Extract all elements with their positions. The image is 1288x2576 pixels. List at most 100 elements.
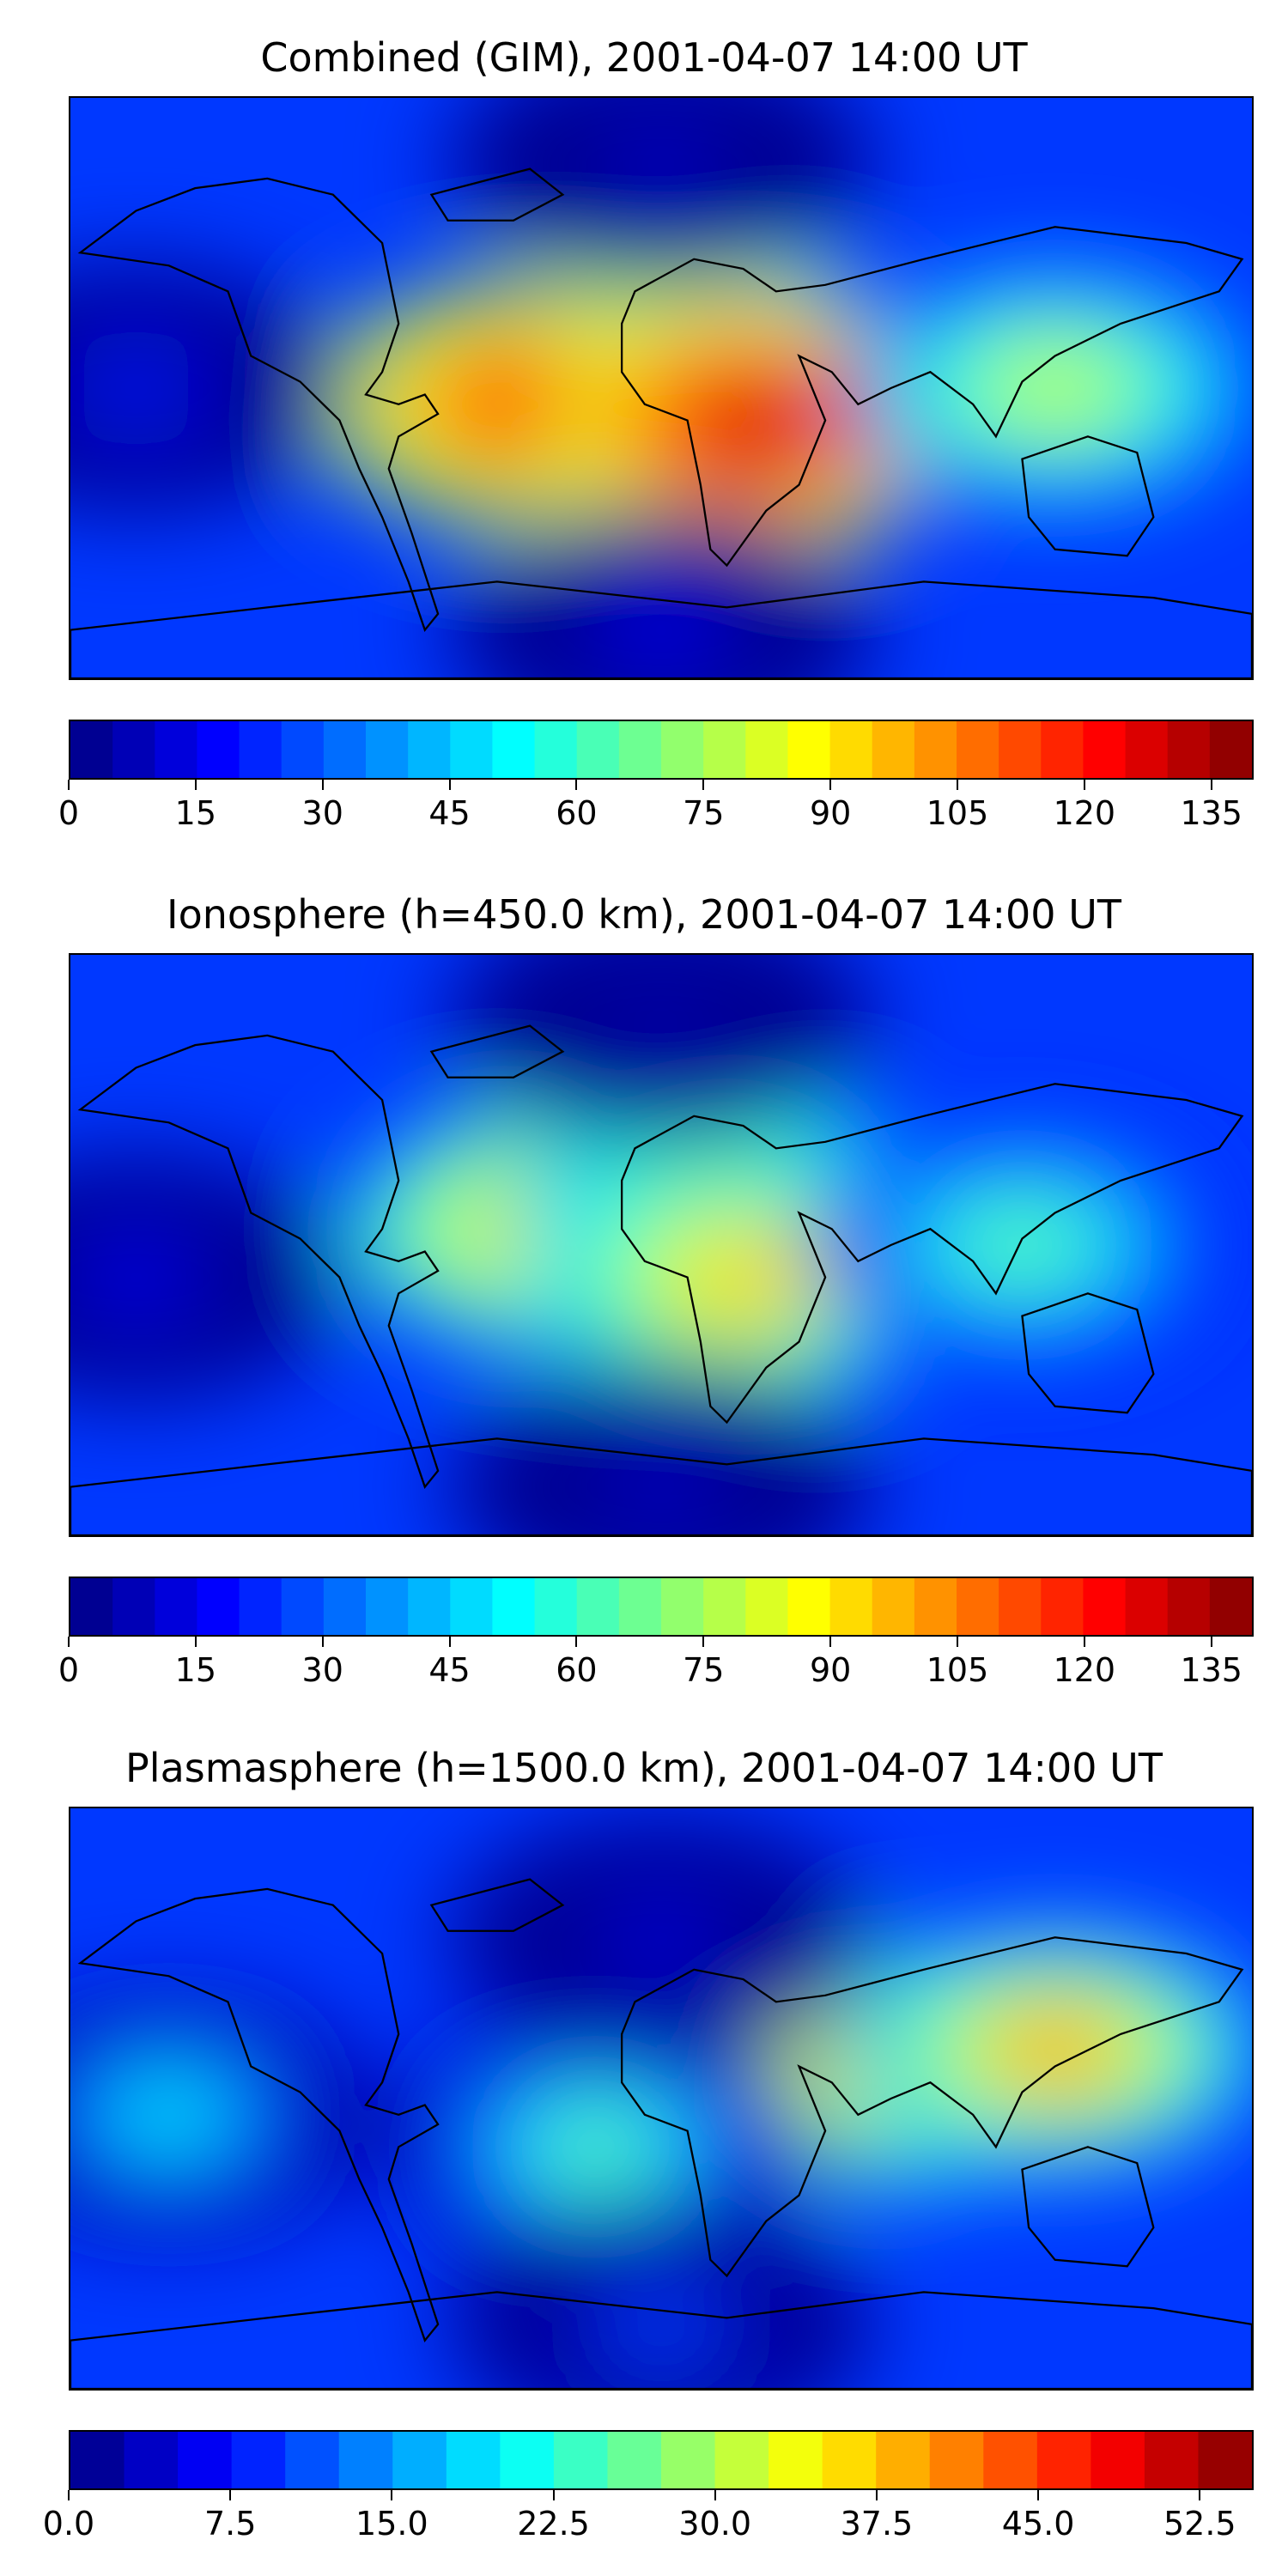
colorbar-bin [323, 1578, 367, 1635]
colorbar-tick [1083, 1637, 1085, 1647]
colorbar-tick-label: 135 [1180, 1651, 1242, 1689]
colorbar-bin [618, 1578, 662, 1635]
colorbar-bin [1144, 2432, 1200, 2488]
colorbar-bin [408, 1578, 451, 1635]
colorbar-bin [155, 721, 198, 778]
colorbar-bin [553, 2432, 609, 2488]
colorbar-bin [1083, 1578, 1127, 1635]
colorbar-tick [575, 780, 578, 790]
colorbar-bin [829, 721, 873, 778]
colorbar-bin [534, 721, 578, 778]
field-contour [543, 2115, 648, 2179]
colorbar-tick-label: 0 [58, 1651, 80, 1689]
colorbar-bin [1125, 1578, 1169, 1635]
colorbar-bin [745, 1578, 789, 1635]
coastline [429, 1878, 565, 1932]
colorbar-tick-label: 105 [926, 1651, 989, 1689]
colorbar-tick [702, 1637, 705, 1647]
field-blobs [70, 1811, 1252, 2389]
colorbar-tick-label: 22.5 [517, 2505, 590, 2543]
colorbar-bin [999, 1578, 1042, 1635]
colorbar-bin [366, 721, 409, 778]
colorbar-bin [1167, 1578, 1211, 1635]
coastline [70, 1437, 1252, 1535]
colorbar-tick [1210, 780, 1212, 790]
colorbar-tick [68, 2490, 70, 2500]
colorbar-bin [1167, 721, 1211, 778]
panel-combined: Combined (GIM), 2001-04-07 14:00 UT 0 15 3… [0, 0, 1288, 831]
field-contour [608, 1905, 714, 1970]
colorbar-tick [829, 780, 832, 790]
colorbar-tick-label: 0.0 [42, 2505, 95, 2543]
colorbar-tick-label: 15 [174, 794, 217, 832]
field-contour [608, 2292, 714, 2356]
colorbar-bin [1036, 2432, 1092, 2488]
field-contour [608, 131, 714, 195]
colorbar-tick-label: 45 [428, 794, 471, 832]
coastline [77, 1887, 440, 2342]
colorbar-bin [769, 2432, 823, 2488]
colorbar-tick [68, 1637, 70, 1647]
map-field [70, 1808, 1252, 2389]
panel-ionosphere: Ionosphere (h=450.0 km), 2001-04-07 14:0… [58, 893, 1254, 1688]
colorbar-bin [787, 1578, 831, 1635]
field-contour [707, 388, 812, 453]
colorbar-tick [552, 2490, 555, 2500]
field-contour [1002, 2018, 1108, 2082]
colorbar-bin [661, 1578, 704, 1635]
colorbar-tick [448, 780, 451, 790]
colorbar-bin [703, 721, 746, 778]
colorbar-bin [787, 721, 831, 778]
colorbar-ticks: 0 15 30 45 60 75 90 105 120 135 [58, 780, 1254, 832]
colorbar-tick-label: 75 [683, 794, 725, 832]
colorbar-tick [194, 1637, 197, 1647]
colorbar-bin [492, 1578, 536, 1635]
colorbar-bin [112, 721, 155, 778]
field-contour [1002, 356, 1108, 420]
colorbar-tick-label: 60 [556, 1651, 598, 1689]
coastline [70, 2291, 1252, 2389]
colorbar-tick [321, 1637, 324, 1647]
colorbar-bin [124, 2432, 179, 2488]
colorbar-tick [957, 1637, 958, 1647]
colorbar-bin [323, 721, 367, 778]
colorbar-tick [575, 1637, 578, 1647]
colorbar-tick-label: 60 [556, 794, 598, 832]
colorbar-bin [155, 1578, 198, 1635]
colorbar-tick [957, 780, 958, 790]
colorbar-bin [929, 2432, 984, 2488]
colorbar-tick-label: 45.0 [1001, 2505, 1075, 2543]
coastline [429, 167, 565, 222]
colorbar-bin [112, 1578, 155, 1635]
colorbar-bin [957, 1578, 999, 1635]
coastline [620, 226, 1244, 568]
colorbar-bins [70, 1578, 1252, 1635]
colorbar-tick-label: 15 [174, 1651, 217, 1689]
colorbar-tick [829, 1637, 832, 1647]
colorbar-bin [872, 1578, 915, 1635]
colorbar-bin [197, 721, 240, 778]
colorbar-bin [1041, 1578, 1084, 1635]
map-plot [69, 953, 1254, 1537]
colorbar-bin [1198, 2432, 1252, 2488]
colorbar-tick [321, 780, 324, 790]
colorbar-bin [446, 2432, 501, 2488]
colorbar-bin [1209, 1578, 1252, 1635]
coastline [77, 1034, 440, 1489]
colorbar-tick-label: 120 [1053, 1651, 1116, 1689]
field-contour [608, 987, 714, 1052]
colorbar-bin [338, 2432, 393, 2488]
field-contour [83, 1245, 189, 1309]
map-plot [69, 96, 1254, 680]
colorbar-tick-label: 45 [428, 1651, 471, 1689]
colorbar-bin [392, 2432, 447, 2488]
field-contour [608, 598, 714, 662]
colorbar-bins [70, 2432, 1252, 2488]
field-contour [116, 2082, 222, 2147]
colorbar-bin [450, 721, 494, 778]
colorbar-bin [281, 1578, 325, 1635]
coastline [620, 1936, 1244, 2278]
colorbar-bin [822, 2432, 877, 2488]
colorbar-bin [703, 1578, 746, 1635]
